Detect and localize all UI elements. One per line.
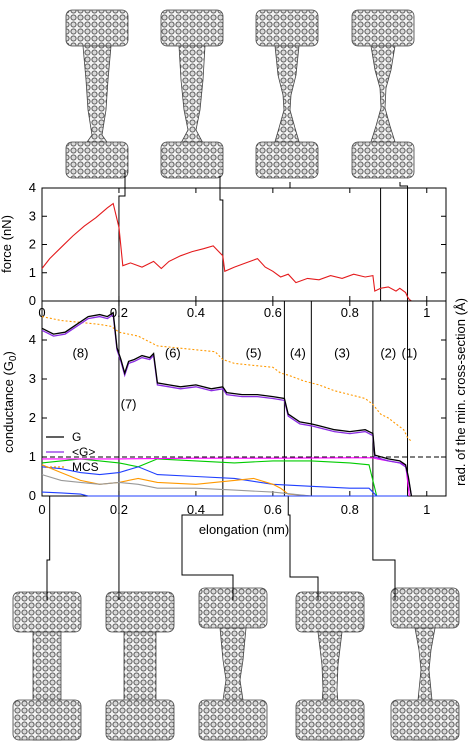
force-x-tick-label: 1 [423, 305, 430, 320]
channel-line [41, 466, 408, 497]
force-y-tick-label: 3 [29, 208, 36, 223]
bottom-snapshots [12, 587, 460, 741]
conductance-y-tick-label: 3 [29, 371, 36, 386]
force-y-tick-label: 2 [29, 237, 36, 252]
conductance-series [41, 311, 413, 497]
connector-line [399, 182, 409, 301]
snapshot-top-3 [255, 9, 319, 179]
force-x-ticks: 0 0.2 0.4 0.6 0.8 1 [38, 188, 430, 320]
elongation-x-axis-label: elongation (nm) [199, 522, 289, 537]
conductance-y-ticks: 0 1 2 3 4 [29, 332, 446, 503]
conductance-x-ticks: 0 0.2 0.4 0.6 0.8 1 [38, 301, 430, 517]
conductance-x-tick-label: 0.4 [187, 502, 205, 517]
conductance-y-tick-label: 0 [29, 488, 36, 503]
snapshot-bottom-4 [295, 591, 365, 741]
snapshot-bottom-electrode [351, 141, 415, 179]
force-x-tick-label: 0.4 [187, 305, 205, 320]
conductance-y-tick-label: 1 [29, 449, 36, 464]
connector-line [372, 496, 396, 600]
snapshot-bottom-5 [390, 587, 460, 741]
region-labels: (8) (7) (6) (5) (4) (3) (2) (1) [73, 346, 418, 412]
snapshot-bottom-electrode [12, 699, 82, 741]
force-plot-frame [41, 187, 447, 302]
region-label: (8) [73, 346, 89, 361]
top-snapshots [65, 9, 415, 179]
snapshot-bottom-electrode [255, 141, 319, 179]
snapshot-bottom-electrode [390, 699, 460, 741]
series-g [41, 313, 413, 497]
snapshot-neck [273, 45, 301, 146]
conductance-x-tick-label: 0.2 [110, 502, 128, 517]
legend-label-mcs: MCS [72, 460, 99, 474]
region-boundaries [42, 301, 446, 496]
force-x-tick-label: 0.8 [341, 305, 359, 320]
legend: G <G> MCS [46, 430, 99, 474]
force-y-tick-label: 1 [29, 265, 36, 280]
series-g [41, 311, 413, 497]
snapshot-bottom-electrode [295, 699, 365, 741]
connector-line [46, 496, 51, 600]
region-label: (7) [121, 396, 137, 411]
series-mcs [41, 316, 412, 442]
conductance-y-axis-label: conductance (G0) [1, 351, 19, 453]
snapshot-top-4 [351, 9, 415, 179]
channel-line [41, 474, 408, 497]
conductance-x-tick-label: 0.8 [341, 502, 359, 517]
force-line [41, 202, 412, 302]
connector-line [289, 182, 382, 301]
conductance-x-tick-label: 0 [38, 502, 45, 517]
force-x-tick-label: 0.6 [264, 305, 282, 320]
radius-y-axis-label: rad. of the min. cross-section (Å) [453, 298, 468, 486]
snapshot-top-electrode [390, 587, 460, 629]
snapshot-bottom-3 [198, 587, 268, 741]
snapshot-top-electrode [295, 591, 365, 633]
force-series [41, 202, 412, 302]
force-y-axis-label: force (nN) [0, 215, 14, 273]
force-y-tick-label: 4 [29, 180, 36, 195]
channel-line [41, 491, 408, 497]
channel-line [41, 458, 408, 497]
snapshot-neck [369, 45, 397, 146]
snapshot-top-electrode [255, 9, 319, 47]
legend-label-g: G [72, 430, 81, 444]
region-label: (4) [290, 346, 306, 361]
snapshot-bottom-2 [105, 591, 175, 741]
conductance-y-tick-label: 2 [29, 410, 36, 425]
connector-line [219, 176, 224, 301]
snapshot-bottom-electrode [198, 699, 268, 741]
snapshot-bottom-electrode [105, 699, 175, 741]
region-label: (2) [380, 346, 396, 361]
snapshot-top-2 [160, 9, 224, 179]
region-label: (5) [246, 346, 262, 361]
connector-line [118, 170, 126, 301]
region-label: (3) [334, 346, 350, 361]
snapshot-connectors [46, 170, 409, 600]
legend-label-avg-g: <G> [72, 445, 95, 459]
force-y-ticks: 0 1 2 3 4 [29, 180, 446, 308]
snapshot-top-electrode [160, 9, 224, 47]
conductance-y-tick-label: 4 [29, 332, 36, 347]
force-y-tick-label: 0 [29, 293, 36, 308]
snapshot-bottom-electrode [65, 141, 129, 179]
snapshot-neck [178, 45, 206, 146]
conductance-plot-frame [41, 300, 447, 497]
conductance-x-tick-label: 1 [423, 502, 430, 517]
snapshot-bottom-1 [12, 591, 82, 741]
region-label: (6) [165, 346, 181, 361]
snapshot-top-electrode [65, 9, 129, 47]
region-label: (1) [402, 346, 418, 361]
conductance-x-tick-label: 0.6 [264, 502, 282, 517]
connector-line [181, 496, 234, 600]
snapshot-top-electrode [105, 591, 175, 633]
snapshot-bottom-electrode [160, 141, 224, 179]
snapshot-neck [82, 45, 112, 146]
snapshot-top-electrode [351, 9, 415, 47]
snapshot-top-1 [65, 9, 129, 179]
connector-line [287, 496, 319, 600]
